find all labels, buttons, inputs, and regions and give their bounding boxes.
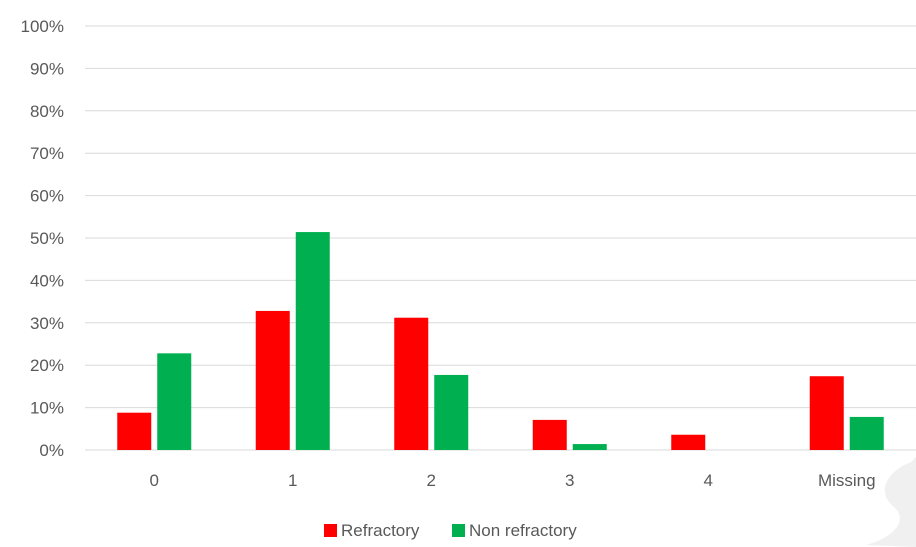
bar-non-refractory-0 <box>157 353 192 450</box>
x-axis-ticks: 0 1 2 3 4 Missing <box>150 471 876 490</box>
y-tick-label: 90% <box>30 59 64 78</box>
x-tick-label: Missing <box>818 471 876 490</box>
y-tick-label: 70% <box>30 144 64 163</box>
x-tick-label: 2 <box>427 471 436 490</box>
bar-non-refractory-3 <box>572 444 607 450</box>
watermark-decoration <box>866 457 916 547</box>
x-tick-label: 1 <box>288 471 297 490</box>
bar-non-refractory-1 <box>295 232 330 450</box>
bar-refractory-0 <box>117 412 152 450</box>
y-tick-label: 100% <box>21 17 64 36</box>
legend: Refractory Non refractory <box>324 521 577 540</box>
x-tick-label: 0 <box>150 471 159 490</box>
y-tick-label: 30% <box>30 314 64 333</box>
y-tick-label: 10% <box>30 399 64 418</box>
bar-refractory-4 <box>671 434 706 450</box>
bar-refractory-missing <box>809 376 844 450</box>
gridlines <box>85 25 916 451</box>
y-tick-label: 40% <box>30 271 64 290</box>
bar-non-refractory-2 <box>434 374 469 450</box>
bar-non-refractory-missing <box>849 416 884 450</box>
bar-refractory-2 <box>394 317 429 450</box>
y-tick-label: 50% <box>30 229 64 248</box>
y-tick-label: 20% <box>30 356 64 375</box>
bars <box>117 232 884 450</box>
bar-refractory-3 <box>532 419 567 450</box>
bar-refractory-1 <box>255 310 290 450</box>
y-tick-label: 0% <box>39 441 64 460</box>
y-axis-ticks: 0% 10% 20% 30% 40% 50% 60% 70% 80% 90% 100% <box>21 17 64 460</box>
legend-label-refractory: Refractory <box>341 521 420 540</box>
y-tick-label: 80% <box>30 102 64 121</box>
x-tick-label: 4 <box>704 471 713 490</box>
legend-swatch-non-refractory <box>452 524 465 537</box>
legend-label-non-refractory: Non refractory <box>469 521 577 540</box>
legend-swatch-refractory <box>324 524 337 537</box>
x-tick-label: 3 <box>565 471 574 490</box>
y-tick-label: 60% <box>30 187 64 206</box>
